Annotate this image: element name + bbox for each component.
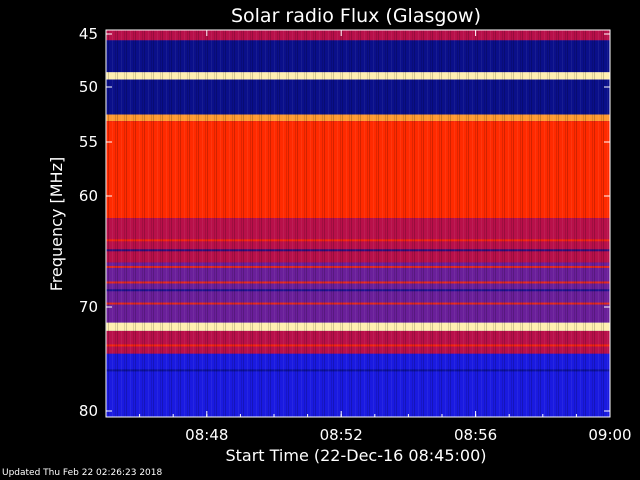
x-axis-title: Start Time (22-Dec-16 08:45:00) xyxy=(225,446,486,465)
x-ticks: 08:48 08:52 08:56 09:00 xyxy=(139,30,632,444)
x-tick-label: 08:52 xyxy=(320,426,363,444)
y-axis-title: Frequency [MHz] xyxy=(47,157,66,291)
x-tick-label: 09:00 xyxy=(588,426,631,444)
y-tick-label: 50 xyxy=(79,78,98,96)
y-tick-label: 80 xyxy=(79,402,98,420)
plot-frame xyxy=(105,29,611,418)
x-tick-label: 08:48 xyxy=(185,426,228,444)
y-tick-label: 45 xyxy=(79,25,98,43)
y-ticks: 45 50 55 60 70 80 xyxy=(79,25,610,420)
chart-title: Solar radio Flux (Glasgow) xyxy=(231,5,481,27)
update-timestamp: Updated Thu Feb 22 02:26:23 2018 xyxy=(2,468,163,478)
x-tick-label: 08:56 xyxy=(454,426,497,444)
plot-texture xyxy=(106,30,610,417)
y-tick-label: 70 xyxy=(79,298,98,316)
y-tick-label: 60 xyxy=(79,187,98,205)
y-tick-label: 55 xyxy=(79,133,98,151)
